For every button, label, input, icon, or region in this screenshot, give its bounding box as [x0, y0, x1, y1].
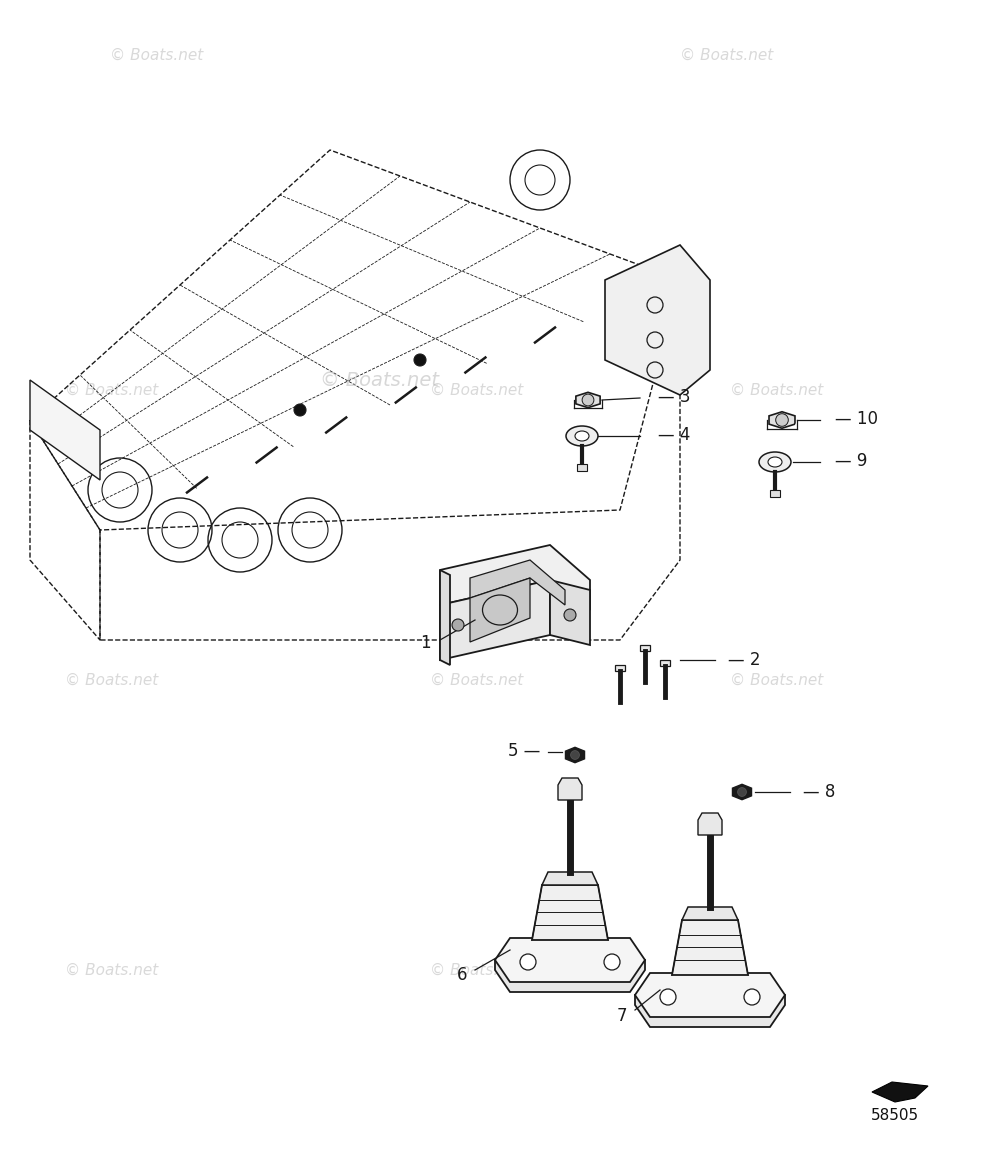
Text: © Boats.net: © Boats.net [320, 371, 440, 390]
Circle shape [738, 787, 746, 797]
Text: — 9: — 9 [835, 452, 867, 470]
Bar [640, 645, 650, 651]
Text: 5 —: 5 — [508, 742, 540, 760]
Polygon shape [550, 580, 590, 645]
Bar [577, 464, 587, 472]
Circle shape [452, 619, 464, 631]
Ellipse shape [566, 426, 598, 446]
Polygon shape [682, 907, 738, 920]
Polygon shape [440, 545, 590, 610]
Text: 58505: 58505 [871, 1108, 919, 1123]
Polygon shape [558, 778, 582, 800]
Polygon shape [565, 748, 585, 763]
Polygon shape [576, 392, 600, 407]
Circle shape [564, 610, 576, 621]
Polygon shape [440, 570, 450, 665]
Text: © Boats.net: © Boats.net [430, 673, 523, 688]
Bar [770, 490, 780, 497]
Polygon shape [732, 784, 752, 800]
Text: © Boats.net: © Boats.net [680, 48, 773, 62]
Circle shape [744, 989, 760, 1005]
Circle shape [294, 404, 306, 417]
Circle shape [604, 954, 620, 970]
Text: © Boats.net: © Boats.net [65, 383, 158, 398]
Text: © Boats.net: © Boats.net [65, 673, 158, 688]
Polygon shape [872, 1082, 928, 1102]
Polygon shape [672, 920, 748, 975]
Circle shape [582, 394, 594, 406]
Polygon shape [495, 961, 645, 992]
Polygon shape [698, 813, 722, 835]
Text: © Boats.net: © Boats.net [730, 383, 823, 398]
Polygon shape [470, 578, 530, 642]
Polygon shape [635, 973, 785, 1017]
Text: 6: 6 [457, 966, 467, 984]
Circle shape [520, 954, 536, 970]
Polygon shape [30, 380, 100, 480]
Polygon shape [470, 560, 565, 605]
Polygon shape [635, 994, 785, 1027]
Bar [615, 665, 625, 672]
Ellipse shape [768, 457, 782, 467]
Text: — 3: — 3 [658, 388, 690, 406]
Ellipse shape [759, 452, 791, 472]
Polygon shape [542, 872, 598, 885]
Text: — 8: — 8 [803, 783, 835, 801]
Circle shape [571, 751, 579, 759]
Text: © Boats.net: © Boats.net [430, 383, 523, 398]
Text: © Boats.net: © Boats.net [65, 963, 158, 977]
Text: © Boats.net: © Boats.net [430, 963, 523, 977]
Bar [660, 660, 670, 666]
Text: — 4: — 4 [658, 426, 690, 443]
Text: 7: 7 [617, 1007, 627, 1025]
Polygon shape [495, 938, 645, 982]
Circle shape [776, 414, 788, 426]
Polygon shape [769, 412, 795, 428]
Text: — 10: — 10 [835, 410, 878, 428]
Ellipse shape [575, 431, 589, 441]
Text: © Boats.net: © Boats.net [110, 48, 203, 62]
Text: — 2: — 2 [728, 651, 761, 669]
Circle shape [414, 355, 426, 366]
Text: © Boats.net: © Boats.net [730, 673, 823, 688]
Polygon shape [532, 885, 608, 940]
Circle shape [660, 989, 676, 1005]
Polygon shape [605, 245, 710, 395]
Text: 1: 1 [420, 634, 430, 652]
Polygon shape [440, 580, 550, 660]
